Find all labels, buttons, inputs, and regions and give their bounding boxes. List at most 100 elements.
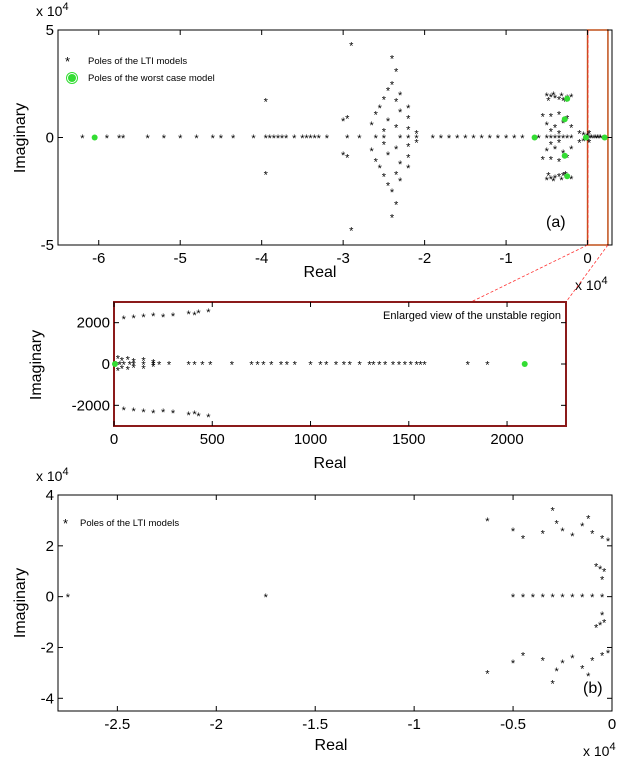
lti-pole: * [122,314,127,326]
lti-pole: * [480,133,485,145]
x-tick-label: -6 [92,250,105,267]
lti-pole: * [230,360,235,372]
lti-pole: * [80,133,85,145]
lti-pole: * [264,170,269,182]
lti-pole: * [415,360,420,372]
x-tick-label: -1 [499,250,512,267]
lti-pole: * [598,564,603,576]
lti-pole: * [406,163,411,175]
lti-pole: * [132,356,137,368]
lti-pole: * [570,592,575,604]
lti-pole: * [546,171,551,183]
lti-pole: * [447,133,452,145]
lti-pole: * [580,663,585,675]
y-tick-label: 4 [46,487,54,504]
lti-pole: * [120,355,125,367]
lti-pole: * [162,133,167,145]
lti-pole: * [178,133,183,145]
y-tick-label: 0 [46,589,54,606]
lti-pole: * [117,133,122,145]
lti-pole: * [488,133,493,145]
lti-pole: * [598,620,603,632]
lti-pole: * [551,90,556,102]
panel-b-x-multiplier: x 104 [583,741,616,758]
legend-marker-worst-case [66,72,78,84]
panel-a-y-multiplier: x 104 [36,1,69,19]
lti-pole: * [549,92,554,104]
lti-pole: * [211,133,216,145]
x-tick-label: -2.5 [104,716,130,733]
lti-pole: * [485,360,490,372]
lti-pole: * [569,122,574,134]
lti-pole: * [105,133,110,145]
lti-pole: * [570,531,575,543]
lti-pole: * [554,518,559,530]
lti-pole: * [541,592,546,604]
lti-pole: * [141,355,146,367]
lti-pole: * [370,146,375,158]
lti-pole: * [586,513,591,525]
lti-pole: * [382,172,387,184]
lti-pole: * [431,133,436,145]
lti-pole: * [382,133,387,145]
lti-pole: * [414,137,419,149]
lti-pole: * [116,366,121,378]
lti-pole: * [132,363,137,375]
lti-pole: * [569,133,574,145]
lti-pole: * [219,133,224,145]
lti-pole: * [590,529,595,541]
lti-pole: * [382,94,387,106]
panel-b-label: (b) [583,680,603,697]
lti-pole: * [374,157,379,169]
lti-pole: * [521,534,526,546]
lti-pole: * [598,133,603,145]
x-tick-label: -0.5 [500,716,526,733]
lti-pole: * [251,133,256,145]
inset-points: * * * * * * * * * ** * * * * * * * * ** * * * * ** * * * * ** * * * * * * *… [111,307,528,424]
lti-pole: * [390,79,395,91]
x-tick-label: 1000 [294,431,327,448]
lti-pole: * [521,651,526,663]
x-tick-label: -2 [418,250,431,267]
lti-pole: * [116,353,121,365]
lti-pole: * [531,592,536,604]
lti-pole: * [549,174,554,186]
lti-pole: * [194,133,199,145]
lti-pole: * [587,129,592,141]
lti-pole: * [511,592,516,604]
x-tick-label: -4 [255,250,268,267]
worst-case-pole [582,134,589,141]
lti-pole: * [418,360,423,372]
lti-pole: * [606,536,611,548]
lti-pole: * [594,133,599,145]
lti-pole: * [285,360,290,372]
lti-pole: * [590,656,595,668]
lti-pole: * [406,114,411,126]
lti-pole: * [398,90,403,102]
inset-frame [113,301,567,427]
lti-pole: * [312,133,317,145]
legend-label-lti: Poles of the LTI models [88,56,187,67]
lti-pole: * [132,360,137,372]
zoom-connector-line [565,244,609,303]
y-tick-label: -2000 [72,397,110,414]
lti-pole: * [561,95,566,107]
inset-ylabel: Imaginary [28,330,45,400]
lti-pole: * [308,360,313,372]
lti-pole: * [317,133,322,145]
lti-pole: * [231,133,236,145]
lti-pole: * [383,360,388,372]
lti-pole: * [371,360,376,372]
lti-pole: * [394,170,399,182]
lti-pole: * [551,679,556,691]
lti-pole: * [545,146,550,158]
lti-pole: * [374,109,379,121]
lti-pole: * [553,122,558,134]
worst-case-pole [601,134,608,141]
lti-pole: * [541,656,546,668]
lti-pole: * [553,133,558,145]
lti-pole: * [551,176,556,188]
lti-pole: * [549,127,554,139]
lti-pole: * [349,225,354,237]
panel-b-plot-area [57,494,613,712]
